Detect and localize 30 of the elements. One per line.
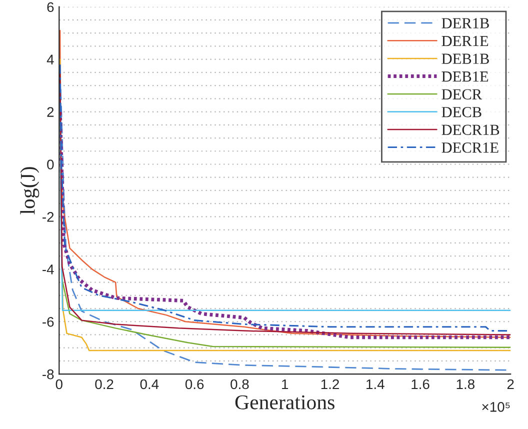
x-tick-label: 0.4 — [140, 379, 159, 390]
legend-label: DER1E — [442, 36, 488, 46]
y-tick-label: -8 — [42, 369, 54, 380]
x-tick-label: 0.6 — [185, 379, 204, 390]
text: ×10⁵ — [482, 402, 510, 412]
legend-label: DEB1E — [442, 71, 488, 82]
y-axis-title: log(J) — [20, 167, 40, 214]
y-tick-label: 2 — [47, 107, 54, 117]
legend-label: DECR — [442, 89, 482, 100]
x-tick-label: 0 — [56, 379, 62, 390]
x-tick-label: 1.2 — [321, 379, 339, 390]
y-tick-label: -6 — [42, 316, 54, 327]
y-tick-label: -2 — [42, 212, 54, 222]
x-tick-label: 1 — [282, 379, 288, 390]
x-axis-title: Generations — [235, 395, 334, 410]
x-tick-label: 1.8 — [456, 379, 474, 390]
legend-label: DER1B — [442, 18, 489, 28]
x-tick-label: 0.2 — [95, 379, 114, 390]
x-tick-label: 1.4 — [366, 379, 384, 390]
x-tick-label: 1.6 — [412, 379, 430, 390]
x-tick-label: 0.8 — [230, 379, 249, 390]
y-tick-label: 6 — [47, 2, 54, 12]
legend-label: DECR1E — [442, 142, 498, 153]
y-tick-label: 0 — [47, 160, 54, 170]
legend-label: DECR1B — [442, 124, 500, 136]
x-tick-label: 2 — [507, 379, 514, 390]
y-tick-label: -4 — [42, 264, 54, 274]
y-tick-label: 4 — [46, 54, 54, 64]
legend-label: DECB — [442, 106, 482, 118]
legend-label: DEB1B — [442, 54, 489, 64]
